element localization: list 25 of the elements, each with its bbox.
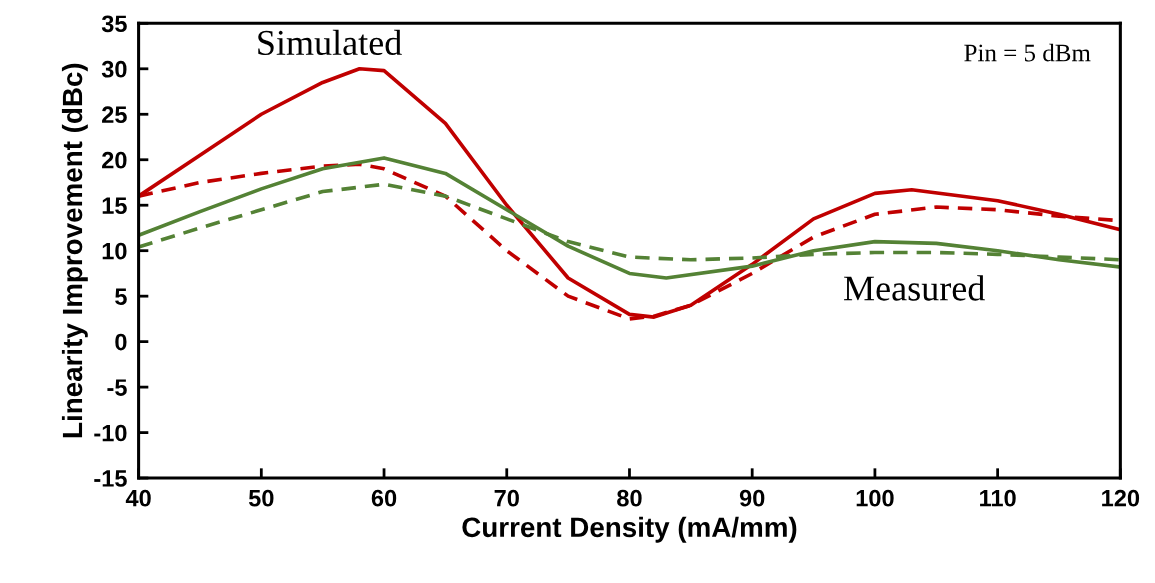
x-tick-label: 70 [494,489,519,507]
y-tick-label: -5 [107,379,127,396]
annotation: Pin = 5 dBm [964,43,1091,62]
y-tick-label: 5 [115,288,127,305]
x-tick-label: 110 [980,489,1016,507]
x-tick-label: 120 [1102,489,1140,507]
y-tick-label: 30 [101,60,127,78]
y-tick-label: 35 [101,15,127,33]
y-axis-title: Linearity Improvement (dBc) [61,63,88,438]
y-tick-label: 15 [102,197,127,214]
x-tick-label: 80 [617,489,642,507]
x-tick-label: 40 [125,489,151,507]
annotation: Simulated [258,29,402,56]
x-tick-label: 60 [371,489,397,507]
y-tick-label: -15 [94,470,127,487]
y-tick-label: 25 [102,106,127,124]
x-axis-title: Current Density (mA/mm) [462,516,797,543]
y-tick-label: 10 [102,242,127,260]
y-tick-label: 20 [102,151,127,169]
y-tick-label: 0 [115,333,127,351]
y-tick-label: -10 [94,424,127,442]
annotation: Measured [844,275,985,301]
x-tick-label: 90 [739,489,765,507]
x-tick-label: 50 [248,489,274,507]
x-tick-label: 100 [856,489,894,507]
